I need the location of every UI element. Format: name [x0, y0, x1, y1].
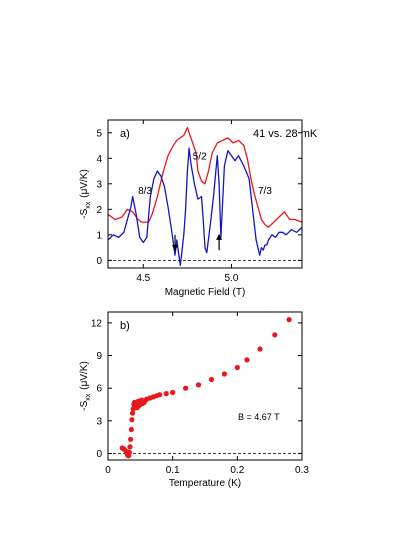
panel-a-ylabel-unit: (μV/K) — [79, 169, 90, 198]
panel-a-ytick-label: 5 — [96, 128, 102, 139]
panel-b-xtick-label: 0.3 — [295, 465, 309, 476]
panel-a-ytick-label: 2 — [96, 205, 102, 216]
panel-a-frame — [107, 119, 303, 269]
panel-b-data-point — [129, 417, 135, 423]
panel-b-data-point — [157, 392, 163, 398]
panel-a-ytick-label: 3 — [96, 179, 102, 190]
panel-b-data-point — [286, 317, 292, 323]
panel-a-xlabel: Magnetic Field (T) — [165, 287, 246, 298]
panel-b-ylabel-sub: xx — [85, 393, 92, 401]
panel-a-ylabel-main: -S — [79, 208, 90, 218]
panel-a-annotation: 41 vs. 28 mK — [253, 128, 318, 140]
panel-b-data-point — [183, 385, 189, 391]
panel-b-ytick-label: 9 — [96, 351, 102, 362]
panel-b-data-point — [244, 357, 250, 363]
panel-a-arrow-up — [216, 233, 223, 251]
panel-b-data-point — [221, 371, 227, 377]
panel-b-xtick-label: 0.2 — [230, 465, 244, 476]
panel-b-data-point — [163, 391, 169, 397]
panel-b-data-point — [272, 332, 278, 338]
panel-b: 0 0.1 0.2 0.3 0 3 6 9 12 b) B = 4.67 T Temperatu… — [79, 311, 309, 489]
panel-a-state-label: 7/3 — [258, 186, 272, 197]
panel-a-arrow-down — [172, 234, 179, 252]
panel-b-data-point — [127, 444, 133, 450]
panel-b-data-point — [170, 389, 176, 396]
panel-a-ytick-label: 4 — [96, 154, 102, 165]
panel-a-ylabel: -Sxx (μV/K) — [79, 169, 92, 219]
panel-b-ytick-label: 6 — [96, 384, 102, 395]
panel-b-ytick-label: 0 — [96, 449, 102, 460]
panel-b-xlabel: Temperature (K) — [169, 478, 241, 489]
panel-a-xtick-label: 5.0 — [225, 273, 239, 284]
panel-a-ytick-label: 1 — [96, 230, 102, 241]
panel-b-ytick-label: 3 — [96, 416, 102, 427]
panel-a-series-line-0 — [108, 127, 302, 228]
panel-a-state-label: 5/2 — [193, 152, 207, 163]
panel-b-data-point — [195, 382, 202, 388]
panel-a-state-label: 8/3 — [138, 186, 152, 197]
panel-a-series-line-1 — [108, 147, 302, 267]
panel-a-ytick-label: 0 — [96, 256, 102, 267]
panel-b-ylabel-main: -S — [79, 400, 90, 410]
panel-b-data-point — [126, 449, 132, 455]
panel-a: 4.5 5.0 0 1 2 3 4 5 a) 41 vs. 28 mK 8/3 5/2 7/3 M… — [79, 119, 318, 298]
panel-b-xtick-label: 0.1 — [166, 465, 180, 476]
panel-b-data-point — [234, 364, 240, 371]
panel-b-frame — [107, 311, 303, 461]
panel-a-xtick-label: 4.5 — [136, 273, 150, 284]
panel-a-ylabel-sub: xx — [85, 201, 92, 209]
panel-b-label: b) — [120, 320, 130, 332]
panel-b-data-point — [128, 436, 134, 442]
panel-b-xtick-label: 0 — [105, 465, 111, 476]
panel-b-data-point — [208, 376, 215, 383]
panel-a-label: a) — [120, 128, 130, 140]
panel-b-data-point — [257, 346, 263, 352]
panel-b-annotation: B = 4.67 T — [238, 412, 280, 422]
panel-b-data-point — [130, 410, 136, 416]
panel-b-ylabel-unit: (μV/K) — [79, 361, 90, 390]
panel-b-ytick-label: 12 — [91, 318, 103, 329]
panel-b-data-point — [128, 426, 134, 433]
panel-b-ylabel: -Sxx (μV/K) — [79, 361, 92, 411]
